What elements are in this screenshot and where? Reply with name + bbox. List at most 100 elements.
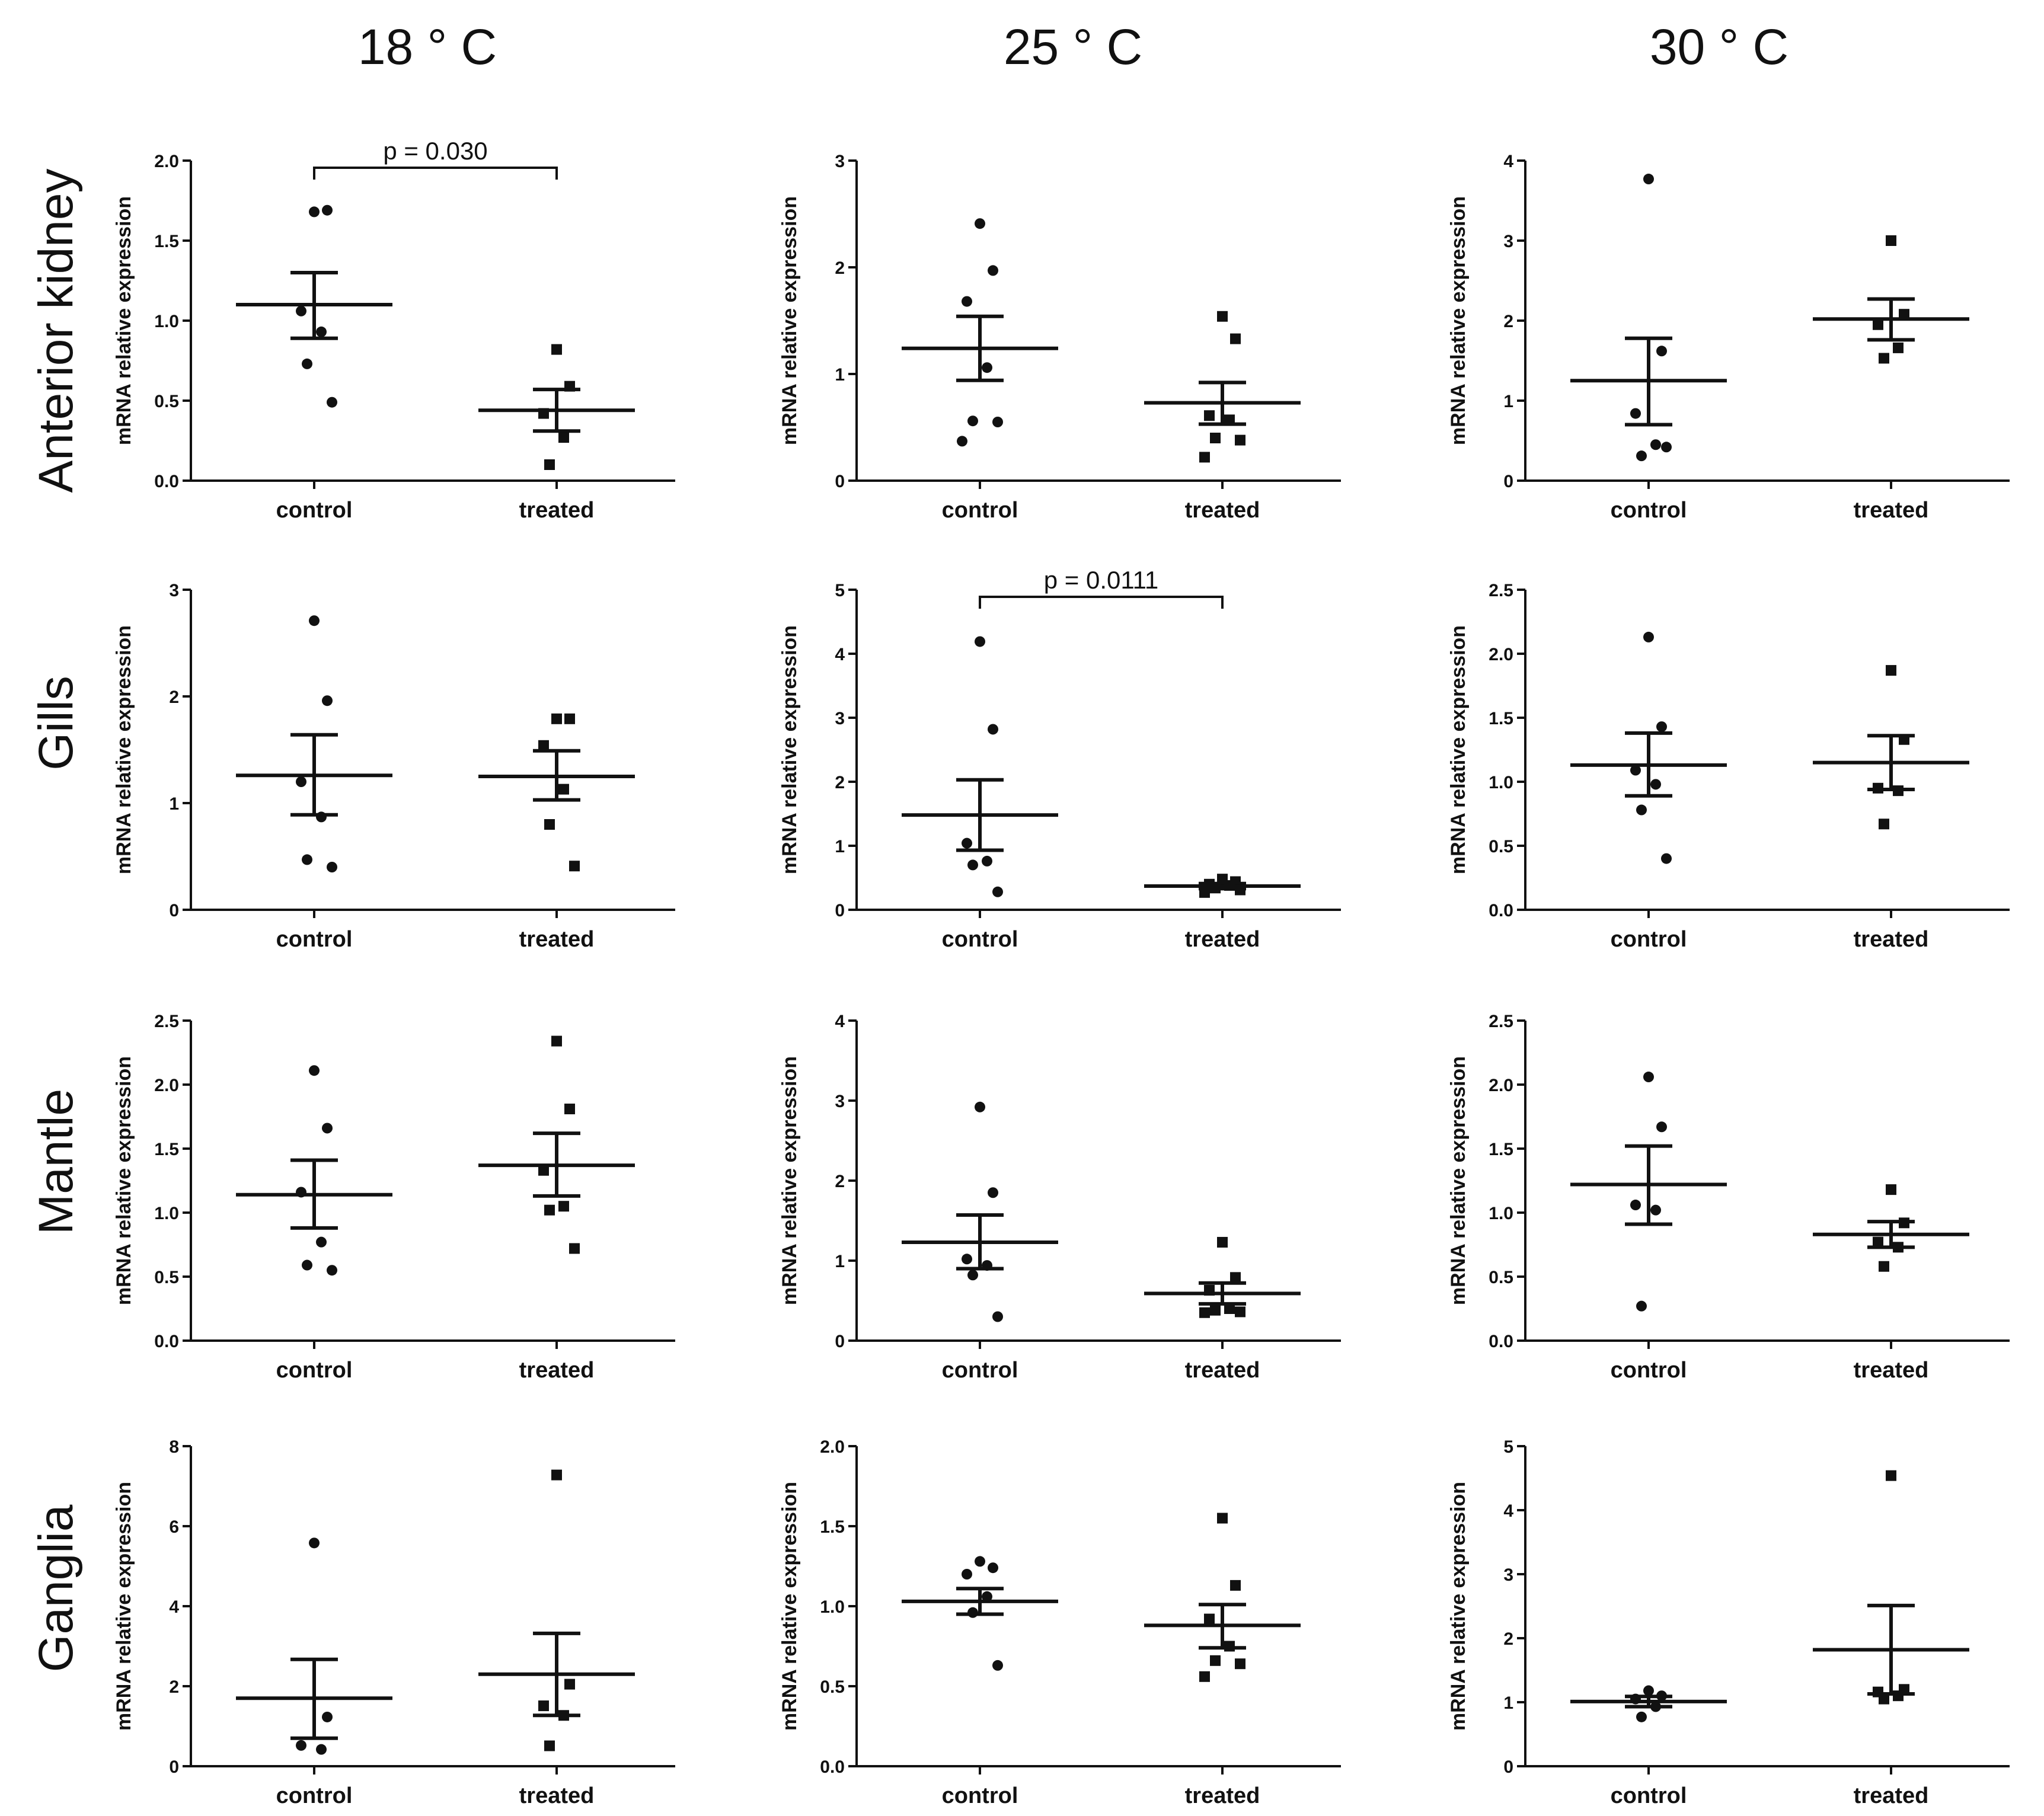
y-axis-label: mRNA relative expression	[778, 1056, 801, 1305]
x-tick-label-control: control	[942, 1358, 1018, 1383]
series-control	[1570, 1685, 1727, 1722]
y-tick-label: 1	[169, 794, 179, 814]
data-point	[988, 724, 998, 735]
data-point	[1224, 880, 1235, 891]
data-point	[1630, 1693, 1641, 1705]
y-axis-label: mRNA relative expression	[778, 196, 801, 445]
data-point	[1643, 631, 1654, 642]
data-point	[1230, 333, 1241, 344]
data-point	[1199, 887, 1210, 898]
column-title-30c: 30 ° C	[1650, 19, 1788, 75]
data-point	[327, 397, 337, 408]
x-tick-label-treated: treated	[519, 498, 595, 523]
y-tick-label: 0.0	[154, 1332, 179, 1351]
panels: 0.0 0.5 1.0 1.5 2.0 mRNA relative expression c…	[113, 137, 2010, 1808]
row-titles: Anterior kidney Gills Mantle Ganglia	[29, 169, 83, 1673]
data-point	[1879, 819, 1889, 830]
x-tick-label-treated: treated	[1185, 1358, 1260, 1383]
data-point	[558, 1710, 569, 1721]
data-point	[1230, 1272, 1241, 1283]
column-title-18c: 18 ° C	[358, 19, 497, 75]
y-tick-label: 2	[169, 1677, 179, 1697]
y-tick-label: 8	[169, 1437, 179, 1457]
y-axis-label: mRNA relative expression	[113, 196, 135, 445]
y-tick-label: 2	[1503, 312, 1513, 331]
y-axis-label: mRNA relative expression	[113, 625, 135, 874]
data-point	[1886, 1184, 1896, 1195]
data-point	[1230, 1580, 1241, 1591]
y-tick-label: 0.5	[820, 1677, 845, 1697]
y-tick-label: 1.5	[154, 232, 179, 251]
series-treated	[1813, 665, 1969, 830]
y-tick-label: 0.5	[154, 392, 179, 411]
data-point	[975, 1556, 985, 1567]
y-tick-label: 6	[169, 1517, 179, 1537]
panel-ganglia-18c: 0 2 4 6 8 mRNA relative expression control trea…	[113, 1437, 675, 1808]
column-title-25c: 25 ° C	[1004, 19, 1142, 75]
data-point	[322, 695, 333, 706]
y-tick-label: 5	[1503, 1437, 1513, 1457]
data-point	[296, 1740, 306, 1751]
y-tick-label: 4	[835, 645, 845, 664]
data-point	[962, 1569, 972, 1580]
data-point	[569, 861, 580, 872]
data-point	[1643, 174, 1654, 185]
data-point	[1199, 452, 1210, 463]
row-title-anterior-kidney: Anterior kidney	[29, 169, 83, 493]
y-axis-label: mRNA relative expression	[1447, 1056, 1470, 1305]
y-tick-label: 3	[835, 1092, 845, 1111]
y-tick-label: 0.0	[154, 472, 179, 491]
y-tick-label: 1.5	[154, 1140, 179, 1159]
data-point	[1879, 353, 1889, 364]
data-point	[962, 296, 972, 307]
data-point	[967, 859, 978, 871]
data-point	[564, 1678, 575, 1690]
data-point	[1893, 1242, 1904, 1253]
data-point	[296, 305, 306, 316]
data-point	[564, 381, 575, 392]
y-tick-label: 0	[1503, 1757, 1513, 1777]
series-treated	[1144, 1236, 1301, 1318]
data-point	[1879, 1261, 1889, 1272]
data-point	[1886, 665, 1896, 676]
data-point	[1210, 1305, 1221, 1316]
data-point	[1873, 782, 1883, 794]
significance-label: p = 0.030	[383, 137, 487, 165]
y-tick-label: 3	[169, 581, 179, 600]
x-tick-label-treated: treated	[1185, 927, 1260, 952]
row-title-ganglia: Ganglia	[29, 1504, 83, 1672]
data-point	[322, 1711, 333, 1722]
series-control	[236, 1537, 392, 1755]
y-tick-label: 2.0	[1489, 1076, 1513, 1095]
y-tick-label: 0.5	[1489, 1268, 1513, 1287]
y-tick-label: 0.5	[1489, 837, 1513, 856]
data-point	[302, 1259, 312, 1271]
data-point	[309, 1065, 320, 1076]
y-axis-label: mRNA relative expression	[778, 1482, 801, 1731]
data-point	[1217, 1236, 1228, 1248]
series-treated	[1813, 1184, 1969, 1272]
data-point	[992, 417, 1003, 427]
y-axis-label: mRNA relative expression	[1447, 196, 1470, 445]
data-point	[558, 432, 569, 443]
data-point	[957, 436, 967, 447]
data-point	[316, 326, 327, 337]
data-point	[309, 1537, 320, 1549]
data-point	[1656, 1690, 1667, 1702]
y-tick-label: 5	[835, 581, 845, 600]
x-tick-label-control: control	[1611, 1783, 1687, 1808]
data-point	[558, 784, 569, 795]
x-tick-label-control: control	[1611, 927, 1687, 952]
y-tick-label: 0.0	[1489, 901, 1513, 920]
series-treated	[478, 1469, 635, 1751]
data-point	[296, 1187, 306, 1198]
y-tick-label: 2	[1503, 1629, 1513, 1649]
data-point	[1210, 433, 1221, 443]
y-axis-label: mRNA relative expression	[113, 1056, 135, 1305]
y-tick-label: 2.0	[154, 1076, 179, 1095]
data-point	[1636, 804, 1647, 816]
data-point	[1656, 721, 1667, 733]
data-point	[1899, 309, 1909, 320]
data-point	[551, 344, 562, 355]
y-axis-label: mRNA relative expression	[778, 625, 801, 874]
